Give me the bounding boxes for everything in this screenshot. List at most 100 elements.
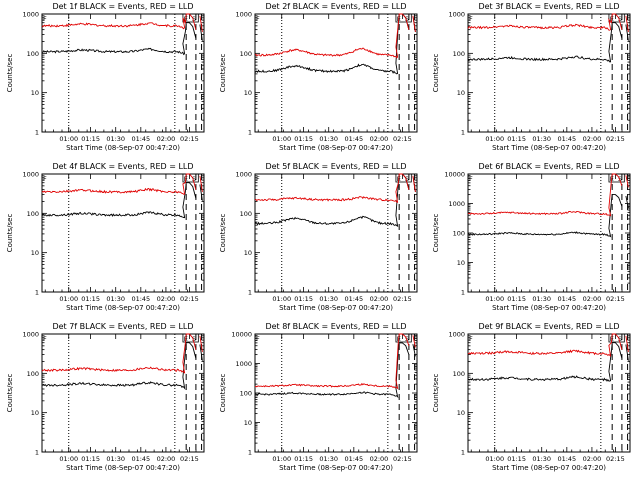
y-tick-label: 100 bbox=[240, 390, 252, 398]
series-events-black bbox=[41, 22, 197, 56]
detector-plot-7: Det 7f BLACK = Events, RED = LLD 1 10 100 10… bbox=[6, 322, 205, 472]
y-axis-label: Counts/sec bbox=[219, 374, 227, 413]
x-axis-label: Start Time (08-Sep-07 00:47:20) bbox=[66, 304, 180, 312]
series-lld-tail bbox=[625, 15, 629, 32]
y-tick-label: 1 bbox=[35, 449, 39, 457]
plot-title: Det 5f BLACK = Events, RED = LLD bbox=[265, 162, 406, 171]
series-lld-tail bbox=[199, 175, 203, 192]
x-tick-label: 01:30 bbox=[319, 455, 338, 463]
x-tick-label: 01:45 bbox=[344, 455, 363, 463]
series-lld-red bbox=[467, 333, 623, 357]
x-tick-label: 01:15 bbox=[294, 455, 313, 463]
series-lld-red bbox=[254, 333, 410, 390]
series-lld-red bbox=[254, 13, 410, 59]
y-tick-label: 1 bbox=[248, 129, 252, 137]
y-tick-label: 1000 bbox=[235, 171, 252, 179]
x-axis-label: Start Time (08-Sep-07 00:47:20) bbox=[279, 464, 393, 472]
plot-title: Det 7f BLACK = Events, RED = LLD bbox=[52, 322, 193, 331]
y-tick-label: 1 bbox=[35, 289, 39, 297]
plot-frame bbox=[254, 173, 418, 293]
y-tick-label: 1 bbox=[461, 129, 465, 137]
y-tick-label: 1000 bbox=[448, 200, 465, 208]
x-tick-label: 01:00 bbox=[485, 455, 504, 463]
x-tick-label: 01:45 bbox=[344, 295, 363, 303]
series-events-tail bbox=[199, 24, 203, 41]
y-tick-label: 100 bbox=[453, 370, 465, 378]
y-tick-label: 1 bbox=[248, 289, 252, 297]
series-events-black bbox=[467, 194, 623, 238]
series-events-tail bbox=[199, 184, 203, 201]
x-axis-label: Start Time (08-Sep-07 00:47:20) bbox=[66, 144, 180, 152]
marker-s: S bbox=[618, 15, 622, 23]
x-tick-label: 01:30 bbox=[532, 135, 551, 143]
x-tick-label: 02:15 bbox=[606, 295, 625, 303]
x-tick-label: 01:00 bbox=[59, 455, 78, 463]
marker-f: F bbox=[43, 335, 47, 343]
y-tick-label: 1000 bbox=[22, 11, 39, 19]
x-tick-label: 01:00 bbox=[272, 135, 291, 143]
plot-frame bbox=[41, 333, 205, 453]
x-tick-label: 02:15 bbox=[606, 455, 625, 463]
series-lld-red bbox=[41, 13, 197, 30]
plot-title: Det 4f BLACK = Events, RED = LLD bbox=[52, 162, 193, 171]
marker-s: S bbox=[405, 15, 409, 23]
marker-f: F bbox=[256, 15, 260, 23]
series-lld-tail bbox=[412, 15, 416, 32]
plot-title: Det 6f BLACK = Events, RED = LLD bbox=[478, 162, 619, 171]
x-tick-label: 01:15 bbox=[81, 295, 100, 303]
series-lld-tail bbox=[412, 335, 416, 348]
series-events-black bbox=[41, 182, 197, 219]
y-axis-label: Counts/sec bbox=[432, 214, 440, 253]
x-tick-label: 01:30 bbox=[532, 295, 551, 303]
detector-plot-8: Det 8f BLACK = Events, RED = LLD 1 10 100 10… bbox=[219, 322, 418, 472]
series-events-tail bbox=[199, 344, 203, 361]
x-tick-label: 01:15 bbox=[81, 135, 100, 143]
x-tick-label: 01:45 bbox=[131, 455, 150, 463]
marker-box bbox=[182, 173, 199, 183]
y-tick-label: 10 bbox=[31, 249, 39, 257]
x-tick-label: 01:00 bbox=[485, 135, 504, 143]
x-tick-label: 02:15 bbox=[180, 295, 199, 303]
y-tick-label: 10000 bbox=[444, 171, 465, 179]
detector-plot-4: Det 4f BLACK = Events, RED = LLD 1 10 100 10… bbox=[6, 162, 205, 312]
y-tick-label: 10 bbox=[244, 249, 252, 257]
x-tick-label: 02:15 bbox=[180, 135, 199, 143]
y-tick-label: 1 bbox=[461, 289, 465, 297]
x-tick-label: 02:00 bbox=[157, 295, 176, 303]
x-tick-label: 02:00 bbox=[157, 455, 176, 463]
marker-s: S bbox=[192, 335, 196, 343]
y-tick-label: 1000 bbox=[235, 360, 252, 368]
marker-box bbox=[182, 333, 199, 343]
x-tick-label: 01:00 bbox=[272, 295, 291, 303]
y-tick-label: 10 bbox=[31, 89, 39, 97]
x-tick-label: 01:45 bbox=[557, 135, 576, 143]
y-axis-label: Counts/sec bbox=[6, 54, 14, 93]
x-tick-label: 02:00 bbox=[370, 455, 389, 463]
plot-title: Det 3f BLACK = Events, RED = LLD bbox=[478, 2, 619, 11]
plot-frame bbox=[467, 333, 631, 453]
y-tick-label: 10 bbox=[244, 419, 252, 427]
x-tick-label: 01:15 bbox=[507, 455, 526, 463]
x-tick-label: 01:30 bbox=[106, 295, 125, 303]
series-events-tail bbox=[625, 344, 629, 361]
marker-f: F bbox=[469, 335, 473, 343]
plot-title: Det 1f BLACK = Events, RED = LLD bbox=[52, 2, 193, 11]
y-tick-label: 100 bbox=[453, 50, 465, 58]
detector-plot-1: Det 1f BLACK = Events, RED = LLD 1 10 100 10… bbox=[6, 2, 205, 152]
x-tick-label: 01:30 bbox=[319, 135, 338, 143]
y-tick-label: 1 bbox=[461, 449, 465, 457]
marker-box bbox=[395, 13, 412, 23]
x-axis-label: Start Time (08-Sep-07 00:47:20) bbox=[66, 464, 180, 472]
x-axis-label: Start Time (08-Sep-07 00:47:20) bbox=[279, 304, 393, 312]
series-events-black bbox=[254, 342, 410, 399]
marker-f: F bbox=[43, 15, 47, 23]
y-tick-label: 100 bbox=[27, 210, 39, 218]
x-tick-label: 01:00 bbox=[59, 135, 78, 143]
x-tick-label: 01:45 bbox=[344, 135, 363, 143]
marker-f: F bbox=[256, 335, 260, 343]
x-tick-label: 01:30 bbox=[319, 295, 338, 303]
y-tick-label: 100 bbox=[27, 50, 39, 58]
y-axis-label: Counts/sec bbox=[6, 214, 14, 253]
x-tick-label: 02:00 bbox=[370, 135, 389, 143]
y-axis-label: Counts/sec bbox=[219, 54, 227, 93]
